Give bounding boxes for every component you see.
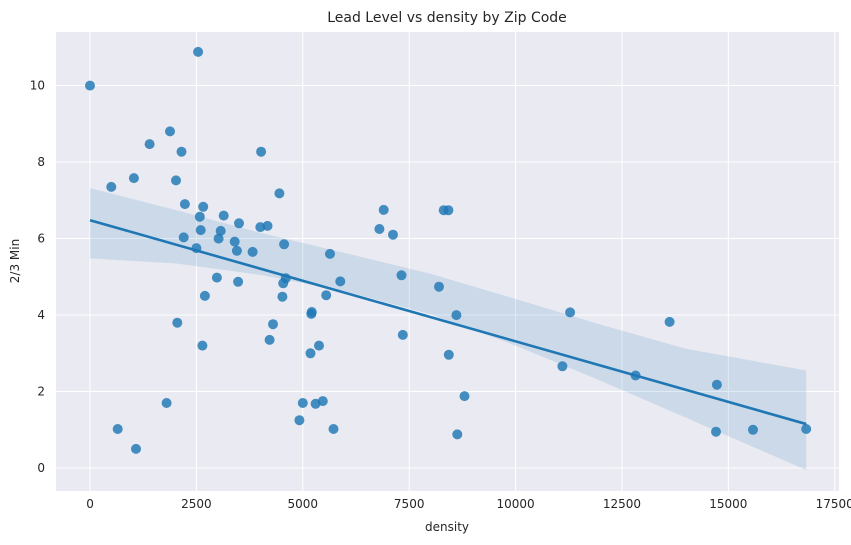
data-point bbox=[106, 181, 117, 192]
data-point bbox=[314, 340, 324, 351]
data-point bbox=[443, 349, 454, 360]
data-point bbox=[277, 291, 288, 302]
data-point bbox=[247, 246, 258, 257]
y-tick-label: 4 bbox=[37, 308, 45, 322]
data-point bbox=[664, 316, 675, 327]
data-point bbox=[443, 205, 454, 216]
data-point bbox=[256, 146, 267, 157]
data-point bbox=[179, 199, 190, 210]
data-point bbox=[211, 272, 222, 283]
data-point bbox=[565, 307, 576, 318]
data-point bbox=[165, 126, 175, 137]
data-point bbox=[711, 426, 721, 437]
y-axis-label: 2/3 Min bbox=[8, 239, 22, 283]
data-point bbox=[195, 225, 206, 236]
data-point bbox=[229, 236, 240, 247]
data-point bbox=[268, 319, 278, 330]
y-tick-label: 8 bbox=[37, 155, 45, 169]
x-tick-label: 12500 bbox=[603, 497, 641, 511]
x-tick-label: 15000 bbox=[709, 497, 747, 511]
data-point bbox=[325, 248, 335, 259]
data-point bbox=[231, 245, 242, 256]
data-point bbox=[131, 443, 141, 454]
data-point bbox=[213, 233, 224, 244]
data-point bbox=[451, 310, 462, 321]
x-tick-label: 2500 bbox=[181, 497, 212, 511]
data-point bbox=[233, 276, 244, 287]
data-point bbox=[557, 361, 568, 372]
y-tick-label: 0 bbox=[37, 461, 45, 475]
data-point bbox=[452, 429, 463, 440]
x-axis-label: density bbox=[425, 520, 469, 534]
x-tick-labels: 0 2500 5000 7500 10000 12500 15000 17500 bbox=[86, 497, 851, 511]
data-point bbox=[218, 210, 229, 221]
chart-title: Lead Level vs density by Zip Code bbox=[327, 10, 567, 26]
x-tick-label: 0 bbox=[86, 497, 94, 511]
data-points bbox=[85, 46, 812, 454]
data-point bbox=[128, 173, 139, 184]
data-point bbox=[112, 424, 123, 434]
data-point bbox=[328, 424, 339, 434]
data-point bbox=[335, 276, 346, 287]
data-point bbox=[801, 424, 812, 434]
y-tick-label: 2 bbox=[37, 385, 45, 399]
data-point bbox=[172, 317, 183, 328]
grid-lines bbox=[56, 32, 839, 491]
data-point bbox=[274, 188, 285, 199]
data-point bbox=[397, 329, 408, 340]
data-point bbox=[748, 424, 758, 435]
confidence-band bbox=[90, 188, 807, 470]
data-point bbox=[388, 229, 398, 240]
data-point bbox=[317, 396, 328, 407]
data-point bbox=[264, 334, 275, 345]
y-tick-labels: 0 2 4 6 8 10 bbox=[30, 79, 45, 475]
data-point bbox=[197, 340, 208, 351]
x-tick-label: 5000 bbox=[288, 497, 319, 511]
data-point bbox=[434, 281, 444, 292]
x-tick-label: 10000 bbox=[496, 497, 534, 511]
data-point bbox=[305, 348, 316, 359]
data-point bbox=[144, 139, 155, 150]
x-tick-label: 7500 bbox=[394, 497, 425, 511]
data-point bbox=[194, 211, 205, 222]
data-point bbox=[396, 270, 407, 281]
data-point bbox=[459, 391, 470, 402]
x-tick-label: 17500 bbox=[816, 497, 851, 511]
data-point bbox=[215, 225, 226, 236]
data-point bbox=[199, 290, 210, 301]
data-point bbox=[161, 398, 172, 408]
data-point bbox=[378, 204, 389, 215]
data-point bbox=[262, 220, 273, 231]
data-point bbox=[234, 218, 244, 229]
data-point bbox=[297, 398, 308, 408]
data-point bbox=[85, 80, 95, 91]
data-point bbox=[279, 239, 290, 250]
data-point bbox=[176, 146, 187, 157]
y-tick-label: 6 bbox=[37, 232, 45, 246]
y-tick-label: 10 bbox=[30, 79, 45, 93]
data-point bbox=[321, 290, 332, 301]
plot-background bbox=[56, 32, 839, 491]
data-point bbox=[374, 224, 385, 234]
data-point bbox=[711, 379, 722, 390]
data-point bbox=[171, 175, 181, 186]
data-point bbox=[178, 232, 189, 243]
data-point bbox=[198, 201, 209, 212]
regression-line bbox=[89, 218, 807, 426]
data-point bbox=[294, 415, 305, 426]
data-point bbox=[306, 307, 317, 317]
data-point bbox=[193, 46, 204, 57]
